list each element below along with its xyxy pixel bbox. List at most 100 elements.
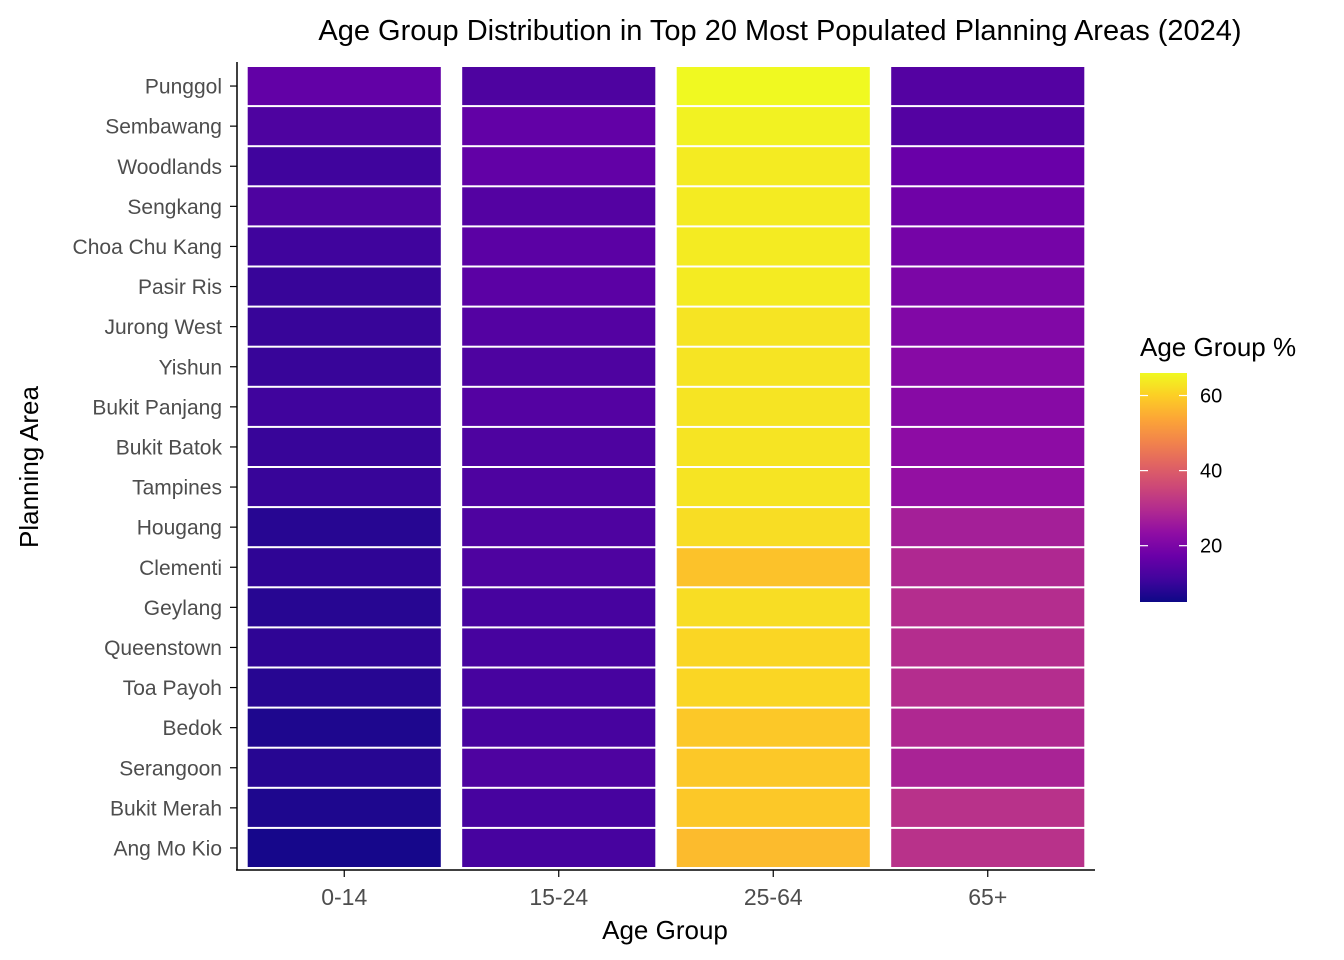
heatmap-cell — [891, 588, 1085, 627]
heatmap-cell — [676, 387, 870, 426]
heatmap-cell — [462, 67, 656, 106]
heatmap-cell — [462, 508, 656, 547]
heatmap-cell — [676, 427, 870, 466]
y-tick-label: Clementi — [139, 557, 222, 580]
y-tick-label: Geylang — [144, 597, 222, 620]
heatmap-cell — [247, 267, 441, 306]
y-tick-label: Queenstown — [104, 637, 222, 660]
heatmap-cell — [676, 147, 870, 186]
heatmap-cell — [462, 427, 656, 466]
heatmap-cell — [676, 187, 870, 226]
heatmap-cell — [891, 828, 1085, 867]
heatmap-cell — [891, 508, 1085, 547]
heatmap-cell — [676, 67, 870, 106]
y-tick-label: Bukit Panjang — [92, 396, 222, 419]
heatmap-cells — [247, 67, 1085, 867]
heatmap-cell — [676, 668, 870, 707]
y-tick-label: Bedok — [162, 717, 222, 740]
y-tick-label: Bukit Batok — [116, 436, 223, 459]
heatmap-cell — [247, 307, 441, 346]
heatmap-cell — [247, 548, 441, 587]
y-axis-title: Planning Area — [14, 386, 44, 548]
heatmap-cell — [462, 307, 656, 346]
heatmap-cell — [891, 427, 1085, 466]
heatmap-cell — [247, 668, 441, 707]
heatmap-cell — [676, 347, 870, 386]
heatmap-cell — [891, 668, 1085, 707]
heatmap-cell — [247, 227, 441, 266]
heatmap-cell — [247, 748, 441, 787]
y-tick-label: Choa Chu Kang — [73, 236, 222, 259]
color-legend: Age Group % 20 40 60 — [1140, 332, 1296, 602]
heatmap-cell — [891, 788, 1085, 827]
heatmap-cell — [462, 107, 656, 146]
heatmap-cell — [891, 67, 1085, 106]
heatmap-cell — [676, 748, 870, 787]
heatmap-cell — [462, 588, 656, 627]
heatmap-cell — [247, 427, 441, 466]
heatmap-cell — [891, 387, 1085, 426]
heatmap-cell — [247, 828, 441, 867]
x-axis-title: Age Group — [602, 915, 728, 945]
heatmap-cell — [676, 828, 870, 867]
heatmap-cell — [676, 548, 870, 587]
y-tick-label: Sembawang — [105, 116, 222, 139]
y-tick-label: Woodlands — [117, 156, 222, 179]
heatmap-cell — [676, 788, 870, 827]
heatmap-cell — [462, 267, 656, 306]
y-tick-label: Tampines — [132, 477, 222, 500]
y-tick-label: Jurong West — [105, 316, 223, 339]
heatmap-cell — [891, 708, 1085, 747]
x-tick-label: 15-24 — [529, 884, 588, 910]
legend-tick-label: 40 — [1200, 461, 1222, 483]
heatmap-cell — [891, 347, 1085, 386]
heatmap-cell — [247, 588, 441, 627]
heatmap-cell — [462, 548, 656, 587]
x-tick-label: 25-64 — [744, 884, 803, 910]
heatmap-cell — [247, 187, 441, 226]
heatmap-cell — [462, 788, 656, 827]
x-tick-label: 65+ — [968, 884, 1007, 910]
y-tick-label: Hougang — [137, 517, 222, 540]
y-tick-label: Ang Mo Kio — [113, 837, 222, 860]
chart-title: Age Group Distribution in Top 20 Most Po… — [318, 15, 1241, 47]
legend-tick-label: 20 — [1200, 536, 1222, 558]
heatmap-cell — [247, 147, 441, 186]
heatmap-cell — [891, 748, 1085, 787]
y-tick-label: Yishun — [159, 356, 222, 379]
legend-tick-label: 60 — [1200, 386, 1222, 408]
heatmap-cell — [676, 708, 870, 747]
heatmap-cell — [891, 107, 1085, 146]
y-tick-label: Sengkang — [127, 196, 222, 219]
heatmap-cell — [891, 468, 1085, 507]
heatmap-cell — [891, 307, 1085, 346]
heatmap-cell — [462, 227, 656, 266]
heatmap-cell — [462, 147, 656, 186]
heatmap-cell — [676, 588, 870, 627]
heatmap-cell — [891, 267, 1085, 306]
heatmap-cell — [462, 708, 656, 747]
heatmap-cell — [247, 347, 441, 386]
y-tick-label: Punggol — [145, 76, 222, 99]
heatmap-cell — [676, 307, 870, 346]
heatmap-cell — [462, 468, 656, 507]
heatmap-cell — [247, 107, 441, 146]
x-axis: 0-14 15-24 25-64 65+ — [236, 869, 1095, 910]
heatmap-cell — [676, 508, 870, 547]
heatmap-cell — [247, 628, 441, 667]
heatmap-cell — [247, 508, 441, 547]
heatmap-cell — [676, 227, 870, 266]
y-tick-label: Toa Payoh — [123, 677, 222, 700]
heatmap-cell — [462, 187, 656, 226]
heatmap-cell — [462, 748, 656, 787]
heatmap-cell — [676, 267, 870, 306]
heatmap-cell — [891, 227, 1085, 266]
x-tick-label: 0-14 — [321, 884, 367, 910]
y-tick-label: Serangoon — [119, 757, 222, 780]
heatmap-cell — [676, 107, 870, 146]
heatmap-cell — [462, 828, 656, 867]
legend-ticks: 20 40 60 — [1140, 386, 1222, 558]
heatmap-cell — [462, 387, 656, 426]
y-axis: Punggol Sembawang Woodlands Sengkang Choa Ch… — [73, 62, 238, 870]
